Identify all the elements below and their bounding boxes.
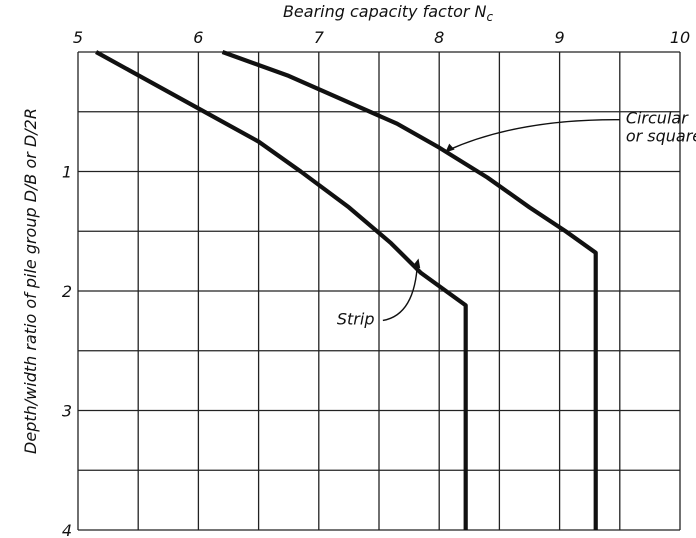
annotation-label: or square [626, 127, 696, 146]
annotation-label: Circular [626, 109, 689, 128]
arrow-head [445, 143, 455, 153]
y-axis-title: Depth/width ratio of pile group D/B or D… [21, 108, 40, 454]
y-tick-label: 4 [62, 521, 72, 538]
y-tick-label: 2 [62, 282, 72, 301]
curves [95, 50, 598, 530]
leader-line [446, 118, 620, 152]
series-line-circular-or-square [221, 50, 598, 530]
x-axis-title: Bearing capacity factor Nc [283, 2, 494, 24]
x-tick-label: 6 [193, 28, 203, 47]
series-line-strip [95, 50, 468, 530]
y-tick-label: 3 [62, 402, 72, 421]
tick-labels: 5 6 7 8 9 10 1 2 3 4 [62, 28, 690, 538]
annotation-label: Strip [337, 309, 375, 328]
leader-line [382, 261, 419, 322]
annotation-strip: Strip [337, 258, 421, 328]
x-tick-label: 5 [73, 28, 83, 47]
x-tick-label: 8 [434, 28, 444, 47]
y-tick-label: 1 [62, 163, 72, 182]
x-tick-label: 10 [670, 28, 690, 47]
arrow-head [412, 258, 421, 269]
x-tick-label: 9 [555, 28, 565, 47]
grid [77, 51, 681, 531]
x-tick-label: 7 [314, 28, 325, 47]
